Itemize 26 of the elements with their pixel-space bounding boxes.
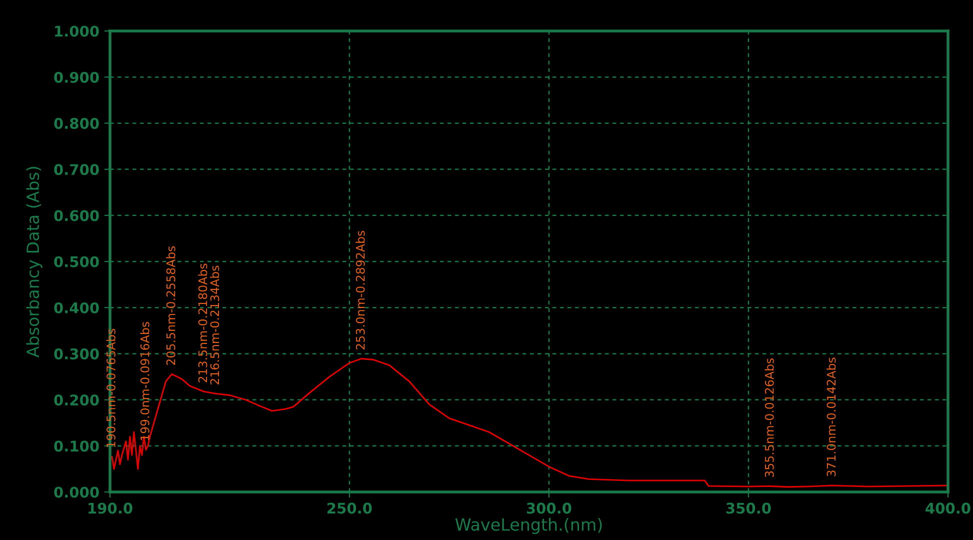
annotation: 205.5nm-0.2558Abs xyxy=(166,246,176,365)
y-tick-label: 0.800 xyxy=(54,118,99,129)
y-axis-title: Absorbancy Data (Abs) xyxy=(26,166,42,358)
x-tick-label: 250.0 xyxy=(328,502,372,514)
x-axis-title: WaveLength.(nm) xyxy=(455,518,602,534)
annotation: 190.5nm-0.0765Abs xyxy=(106,328,116,448)
y-tick-label: 0.400 xyxy=(54,302,99,314)
y-tick-label: 0.600 xyxy=(54,210,99,222)
y-tick-label: 0.900 xyxy=(54,72,99,83)
annotation: 355.5nm-0.0126Abs xyxy=(764,358,774,477)
annotation: 216.5nm-0.2134Abs xyxy=(210,266,220,384)
y-tick-label: 0.500 xyxy=(54,256,99,268)
annotation: 371.0nm-0.0142Abs xyxy=(826,358,836,476)
y-tick-label: 0.300 xyxy=(54,348,99,360)
y-tick-label: 0.100 xyxy=(54,440,99,452)
y-tick-label: 0.000 xyxy=(54,486,99,498)
y-tick-label: 0.700 xyxy=(54,164,99,176)
x-tick-label: 300.0 xyxy=(526,502,572,514)
y-tick-label: 1.000 xyxy=(55,26,99,37)
annotation: 199.0nm-0.0916Abs xyxy=(140,322,150,440)
annotation: 253.0nm-0.2892Abs xyxy=(356,230,365,350)
x-tick-label: 350.0 xyxy=(726,502,771,514)
annotation: 213.5nm-0.2180Abs xyxy=(198,264,208,382)
y-tick-label: 0.200 xyxy=(54,394,99,406)
x-tick-label: 400.0 xyxy=(926,502,970,514)
x-tick-label: 190.0 xyxy=(88,502,132,514)
